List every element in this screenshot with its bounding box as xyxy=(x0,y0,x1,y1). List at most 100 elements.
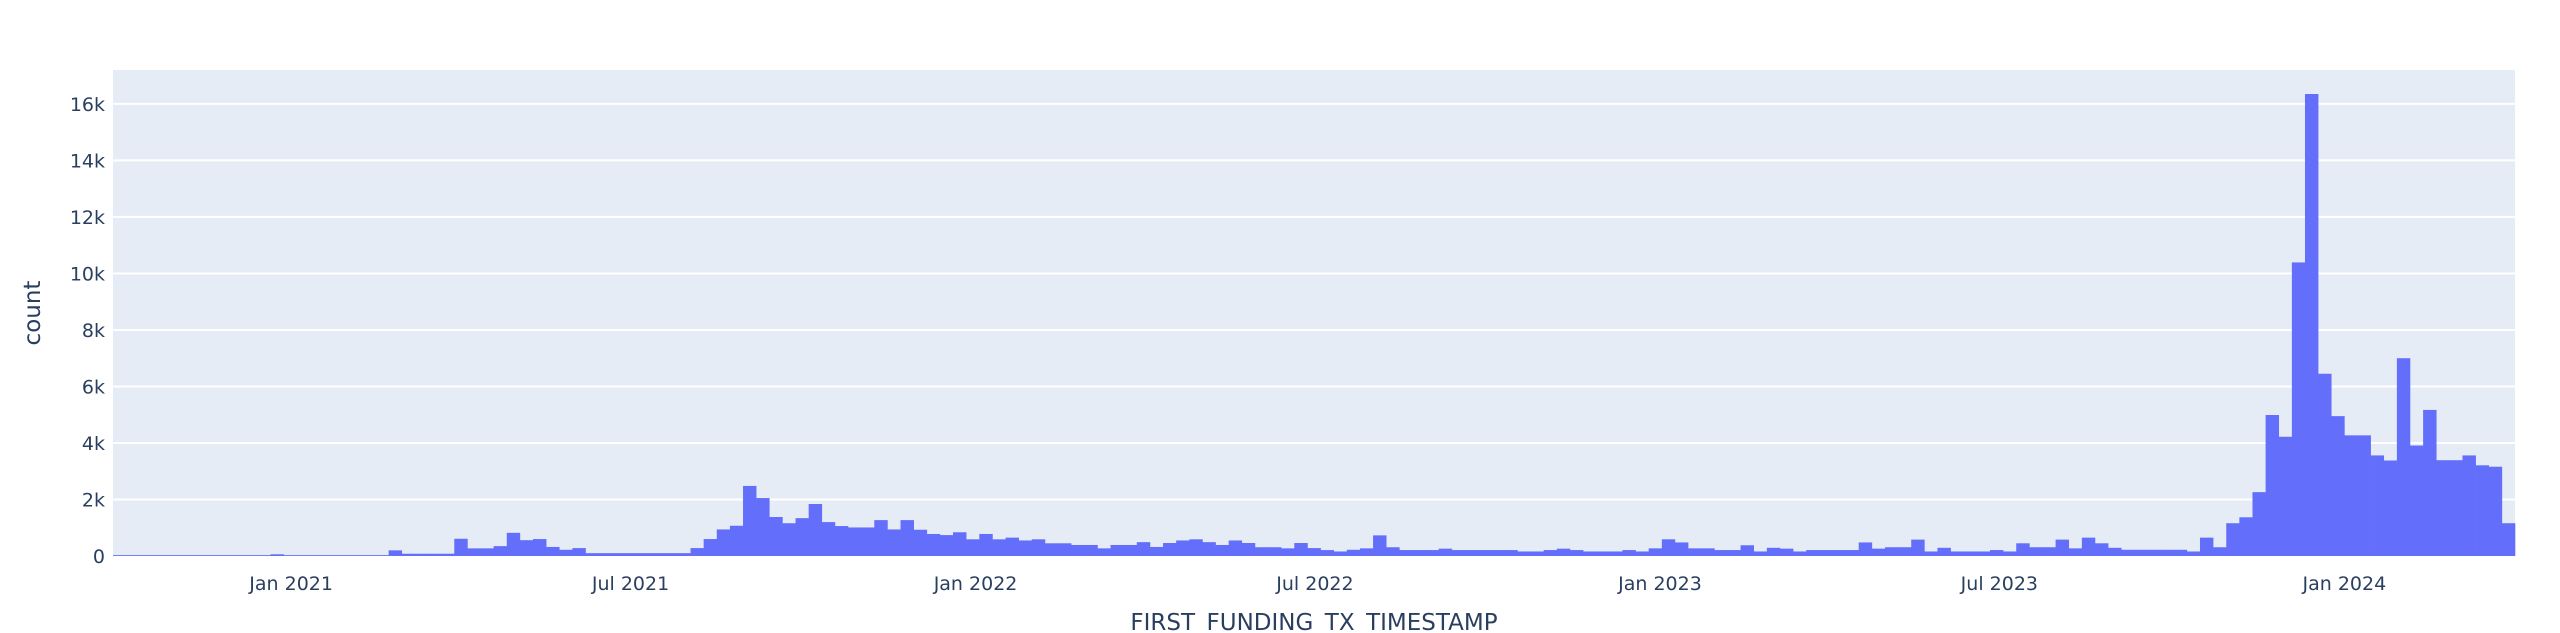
histogram-bar xyxy=(2147,549,2161,556)
histogram-bar xyxy=(769,517,783,556)
histogram-bar xyxy=(861,527,875,556)
histogram-bar xyxy=(1779,548,1794,556)
histogram-bar xyxy=(874,520,888,556)
histogram-bar xyxy=(1543,550,1558,556)
histogram-bar xyxy=(2055,539,2070,556)
x-axis-ticks: Jan 2021 Jul 2021 Jan 2022 Jul 2022 Jan 2023… xyxy=(248,573,2386,595)
histogram-bar xyxy=(191,555,206,556)
histogram-bar xyxy=(690,548,704,556)
histogram-bar xyxy=(362,555,376,556)
histogram-bar xyxy=(1163,543,1177,556)
histogram-bar xyxy=(1202,542,1216,556)
histogram-bar xyxy=(2318,373,2332,556)
histogram-bar xyxy=(1294,543,1308,556)
histogram-bar xyxy=(1228,540,1243,556)
histogram-bar xyxy=(834,526,849,556)
histogram-bar xyxy=(309,555,324,556)
histogram-bar xyxy=(1044,543,1059,556)
x-tick-label: Jul 2021 xyxy=(591,573,669,595)
histogram-bar xyxy=(1596,551,1610,556)
histogram-bar xyxy=(1688,548,1702,556)
histogram-bar xyxy=(113,555,127,556)
histogram-bar xyxy=(1084,544,1098,556)
histogram-bar xyxy=(585,553,599,556)
histogram-bar xyxy=(756,498,770,556)
histogram-bar xyxy=(454,538,468,556)
histogram-bar xyxy=(204,555,219,556)
histogram-bar xyxy=(1583,551,1597,556)
histogram-bar xyxy=(493,546,508,556)
histogram-bar xyxy=(1149,546,1164,556)
histogram-bar xyxy=(1871,548,1886,556)
histogram-bar xyxy=(2081,537,2096,556)
histogram-bar xyxy=(178,555,193,556)
histogram-bar xyxy=(1898,547,1912,556)
histogram-bar xyxy=(1031,539,1046,556)
histogram-bar xyxy=(1241,543,1256,556)
histogram-bar xyxy=(979,533,993,556)
histogram-bar xyxy=(428,553,442,556)
histogram-bar xyxy=(1740,545,1755,556)
histogram-bar xyxy=(1727,550,1741,556)
histogram-bar xyxy=(2383,460,2398,556)
histogram-bar xyxy=(953,532,967,556)
histogram-bar xyxy=(1648,548,1663,556)
histogram-bar xyxy=(716,529,731,556)
histogram-bar xyxy=(2213,547,2227,556)
histogram-bar xyxy=(1412,550,1426,556)
x-tick-label: Jul 2022 xyxy=(1275,573,1353,595)
histogram-bar xyxy=(2409,445,2424,556)
histogram-bar xyxy=(257,555,271,556)
histogram-bar xyxy=(388,550,403,556)
histogram-bar xyxy=(729,525,744,556)
y-tick-label: 14k xyxy=(70,150,105,172)
histogram-bar xyxy=(1359,548,1374,556)
histogram-bar xyxy=(2252,492,2266,556)
histogram-bar xyxy=(1123,544,1138,556)
histogram-bar xyxy=(1911,539,1925,556)
histogram-bar xyxy=(1989,550,2004,556)
histogram-bar xyxy=(743,485,757,556)
histogram-bar xyxy=(165,555,179,556)
histogram-bar xyxy=(1254,547,1269,556)
histogram-bar xyxy=(1464,550,1479,556)
histogram-bar xyxy=(2003,551,2017,556)
y-tick-label: 4k xyxy=(82,433,105,455)
y-axis-title: count xyxy=(20,281,46,346)
histogram-bar xyxy=(546,546,560,556)
histogram-bar xyxy=(1136,542,1151,556)
histogram-bar xyxy=(1976,551,1991,556)
histogram-bar xyxy=(126,555,140,556)
histogram-bar xyxy=(349,555,363,556)
histogram-bar xyxy=(559,549,573,556)
histogram-bar xyxy=(992,539,1006,556)
histogram-bar xyxy=(467,548,481,556)
gridlines xyxy=(113,102,2515,501)
histogram-bar xyxy=(572,548,586,556)
histogram-bar xyxy=(231,555,245,556)
histogram-bar xyxy=(1399,550,1413,556)
histogram-bar xyxy=(270,554,284,556)
histogram-bar xyxy=(2344,435,2358,556)
histogram-bar xyxy=(1110,544,1124,556)
histogram-bar xyxy=(2199,537,2214,556)
histogram-bar xyxy=(664,553,678,556)
histogram-bar xyxy=(2239,517,2253,556)
histogram-bar xyxy=(1609,551,1623,556)
histogram-bar xyxy=(1701,548,1715,556)
histogram-bar xyxy=(296,555,311,556)
x-axis-title: FIRST_FUNDING_TX_TIMESTAMP xyxy=(1130,610,1497,633)
histogram-bar xyxy=(887,529,901,556)
histogram-bar xyxy=(1753,551,1768,556)
histogram-bar xyxy=(1635,551,1650,556)
histogram-bar xyxy=(2226,523,2240,556)
histogram-bar xyxy=(1307,548,1321,556)
y-tick-label: 12k xyxy=(70,207,105,229)
histogram-bar xyxy=(651,553,665,556)
histogram-bar xyxy=(1858,542,1873,556)
histogram-bar xyxy=(323,555,337,556)
x-tick-label: Jan 2024 xyxy=(2302,573,2387,595)
histogram-bar xyxy=(703,539,718,556)
y-tick-label: 6k xyxy=(82,376,105,398)
